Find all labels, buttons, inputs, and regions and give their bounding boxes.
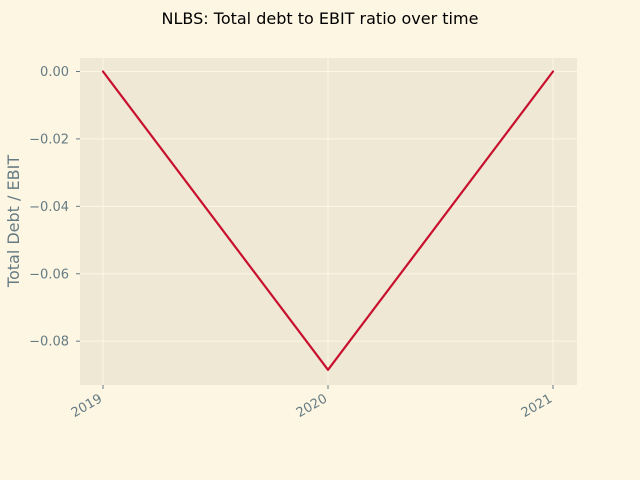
chart-title: NLBS: Total debt to EBIT ratio over time — [162, 9, 479, 28]
series-line — [101, 70, 555, 371]
y-axis-ticks: 0.00 −0.02 −0.04 −0.06 −0.08 — [29, 65, 80, 350]
y-axis-label: Total Debt / EBIT — [4, 155, 23, 288]
y-tick-label: −0.02 — [29, 132, 69, 147]
series-layer — [101, 70, 555, 371]
y-tick-label: −0.04 — [29, 200, 69, 215]
grid-lines — [80, 58, 577, 385]
y-tick-label: −0.08 — [29, 335, 69, 350]
y-tick-label: −0.06 — [29, 267, 69, 282]
y-tick-label: 0.00 — [40, 65, 69, 80]
